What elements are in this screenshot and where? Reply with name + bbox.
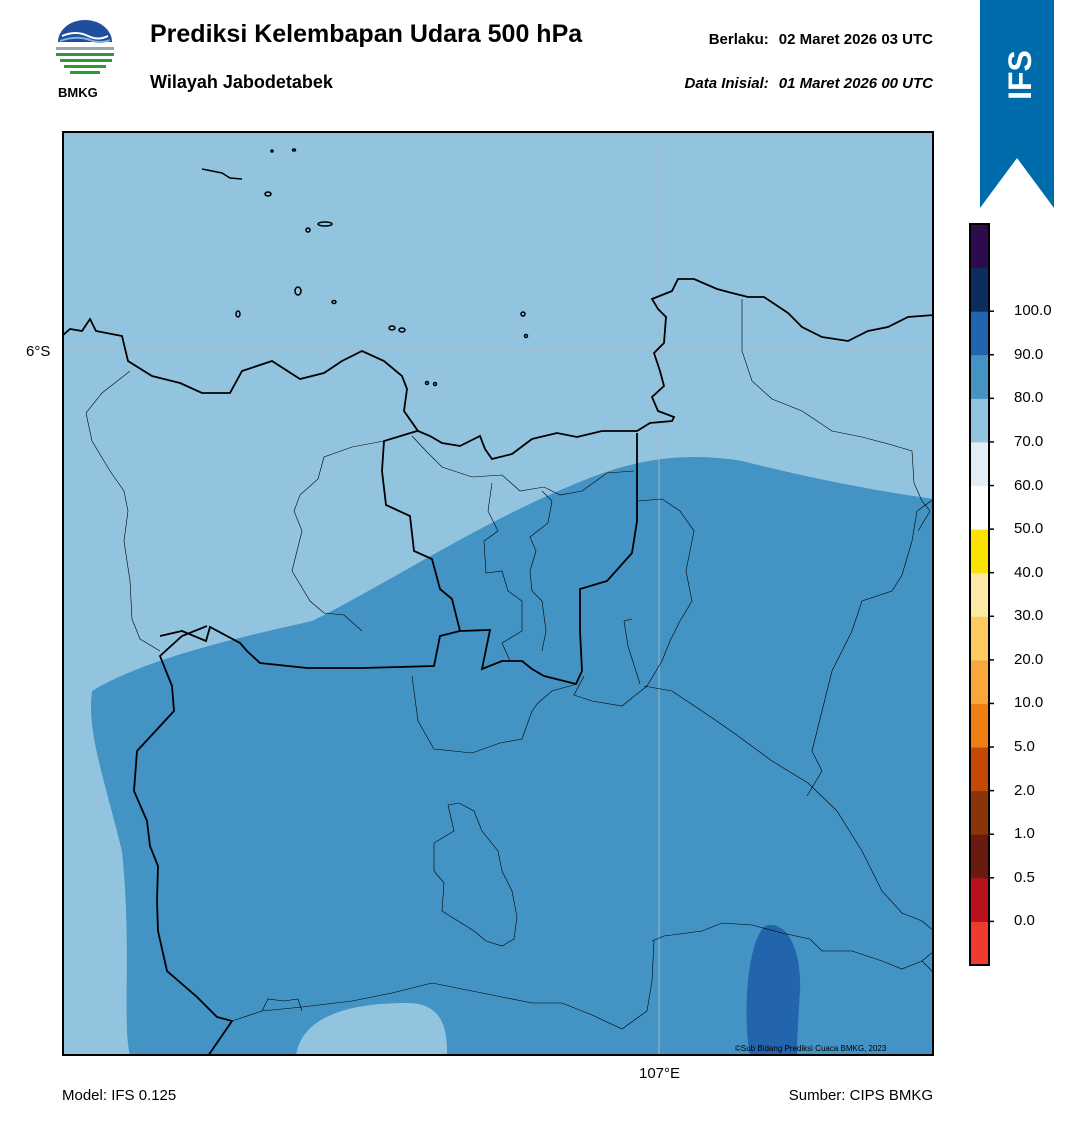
bmkg-logo-icon — [56, 20, 114, 74]
coastline — [62, 278, 934, 461]
district-borders — [85, 299, 934, 1030]
colorbar-segment — [970, 790, 989, 835]
colorbar-tick-label: 10.0 — [1014, 694, 1044, 712]
colorbar-tick-label: 1.0 — [1014, 825, 1035, 843]
colorbar-tick-label: 80.0 — [1014, 389, 1044, 407]
field-band-80-90 — [746, 925, 801, 1056]
colorbar — [969, 223, 994, 966]
colorbar-tick-label: 90.0 — [1014, 345, 1044, 363]
valid-label: Berlaku: — [708, 31, 769, 48]
colorbar-segment — [970, 267, 989, 312]
colorbar-tick-label: 2.0 — [1014, 781, 1035, 799]
field-band-70-80 — [91, 457, 934, 1056]
colorbar-segment — [970, 616, 989, 661]
map-frame — [62, 131, 934, 1056]
initial-value: 01 Maret 2026 00 UTC — [778, 75, 933, 92]
colorbar-tick-label: 60.0 — [1014, 476, 1044, 494]
model-info: Model: IFS 0.125 — [62, 1087, 177, 1104]
colorbar-tick-label: 100.0 — [1014, 302, 1052, 320]
logo-text: BMKG — [58, 85, 98, 100]
colorbar-segment — [970, 921, 989, 966]
colorbar-tick-label: 30.0 — [1014, 607, 1044, 625]
colorbar-tick-label: 0.5 — [1014, 868, 1035, 886]
colorbar-segment — [970, 747, 989, 792]
initial-label: Data Inisial: — [684, 75, 769, 92]
field-band-60-70-south — [296, 1003, 447, 1056]
ifs-badge — [980, 0, 1054, 208]
lat-tick-label: 6°S — [26, 343, 51, 360]
colorbar-segment — [970, 311, 989, 356]
colorbar-segment — [970, 659, 989, 704]
colorbar-segment — [970, 354, 989, 399]
source-info: Sumber: CIPS BMKG — [788, 1087, 933, 1104]
colorbar-tick-label: 40.0 — [1014, 563, 1044, 581]
colorbar-tick-label: 5.0 — [1014, 738, 1035, 756]
colorbar-segment — [970, 485, 989, 530]
colorbar-segment — [970, 572, 989, 617]
ifs-badge-label: IFS — [1001, 50, 1038, 100]
colorbar-segment — [970, 398, 989, 443]
colorbar-segment — [970, 441, 989, 487]
thousand-islands — [201, 148, 529, 387]
colorbar-tick-label: 50.0 — [1014, 520, 1044, 538]
colorbar-segment — [970, 703, 989, 748]
colorbar-segment — [970, 877, 989, 922]
valid-value: 02 Maret 2026 03 UTC — [778, 31, 933, 48]
colorbar-tick-label: 70.0 — [1014, 432, 1044, 450]
map-panel — [62, 131, 934, 1056]
colorbar-tick-label: 0.0 — [1014, 912, 1035, 930]
copyright-text: ©Sub Bidang Prediksi Cuaca BMKG, 2023 — [735, 1044, 887, 1053]
page-subtitle: Wilayah Jabodetabek — [150, 72, 333, 92]
colorbar-segment — [970, 834, 989, 879]
colorbar-frame — [969, 223, 990, 966]
colorbar-tick-label: 20.0 — [1014, 650, 1044, 668]
initial-time: Data Inisial: 01 Maret 2026 00 UTC — [685, 75, 933, 92]
lon-tick-label: 107°E — [639, 1065, 681, 1082]
valid-time: Berlaku: 02 Maret 2026 03 UTC — [709, 31, 933, 48]
page-title: Prediksi Kelembapan Udara 500 hPa — [150, 20, 583, 48]
colorbar-segment — [970, 224, 989, 269]
colorbar-segment — [970, 529, 989, 574]
